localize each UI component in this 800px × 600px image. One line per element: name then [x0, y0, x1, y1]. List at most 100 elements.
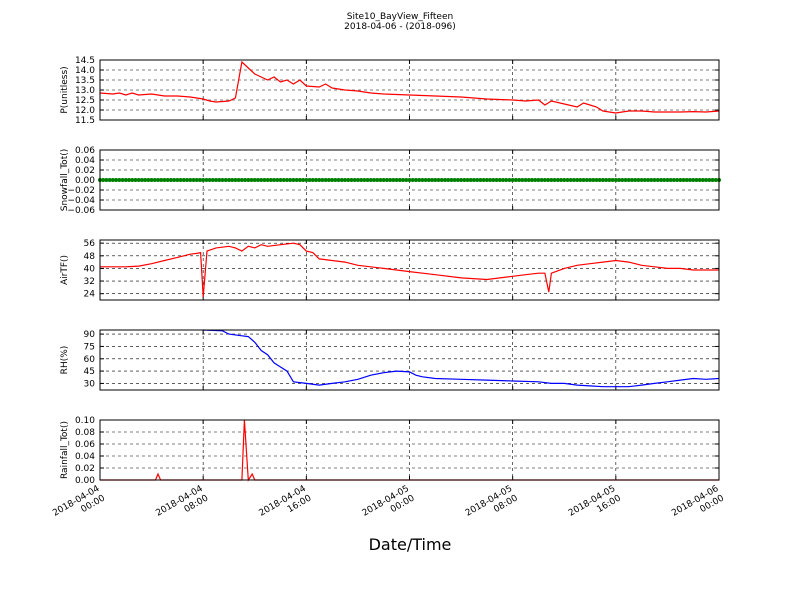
data-point	[704, 178, 709, 182]
series-line	[100, 242, 719, 297]
data-point	[452, 178, 457, 182]
data-point	[352, 178, 357, 182]
data-point	[671, 178, 676, 182]
plot-frame	[99, 419, 720, 481]
data-point	[607, 178, 612, 182]
data-point	[359, 178, 364, 182]
data-point	[655, 178, 660, 182]
data-point	[201, 178, 206, 182]
data-point	[314, 178, 319, 182]
data-point	[623, 178, 628, 182]
data-point	[397, 178, 402, 182]
data-point	[104, 178, 109, 182]
data-point	[549, 178, 554, 182]
data-point	[297, 178, 302, 182]
data-point	[555, 178, 560, 182]
data-point	[507, 178, 512, 182]
data-point	[665, 178, 670, 182]
data-point	[471, 178, 476, 182]
y-tick-label: 0.00	[75, 476, 95, 486]
data-point	[546, 178, 551, 182]
data-point	[365, 178, 370, 182]
x-tick-label: 2018-04-0508:00	[464, 484, 520, 528]
data-point	[259, 178, 264, 182]
panels: 14.514.013.513.012.512.011.5 P(unitless) 0…	[60, 56, 721, 486]
data-point	[478, 178, 483, 182]
data-point	[658, 178, 663, 182]
data-point	[110, 178, 115, 182]
y-tick-label: 11.5	[75, 116, 95, 126]
data-point	[533, 178, 538, 182]
y-tick-label: 0.06	[75, 440, 95, 450]
data-point	[565, 178, 570, 182]
data-point	[678, 178, 683, 182]
data-point	[117, 178, 122, 182]
data-point	[323, 178, 328, 182]
data-point	[504, 178, 509, 182]
y-tick-label: 90	[84, 330, 96, 340]
data-point	[439, 178, 444, 182]
data-point	[571, 178, 576, 182]
data-point	[233, 178, 238, 182]
data-point	[520, 178, 525, 182]
data-point	[165, 178, 170, 182]
data-point	[346, 178, 351, 182]
data-point	[307, 178, 312, 182]
y-tick-label: 24	[84, 290, 96, 300]
data-point	[197, 178, 202, 182]
data-point	[649, 178, 654, 182]
data-point	[136, 178, 141, 182]
data-point	[152, 178, 157, 182]
data-point	[317, 178, 322, 182]
y-tick-label: −0.04	[67, 196, 95, 206]
data-point	[391, 178, 396, 182]
data-point	[436, 178, 441, 182]
x-tick-label: 2018-04-0408:00	[154, 484, 210, 528]
data-point	[652, 178, 657, 182]
data-point	[336, 178, 341, 182]
data-point	[343, 178, 348, 182]
data-point	[139, 178, 144, 182]
data-point	[449, 178, 454, 182]
data-point	[268, 178, 273, 182]
data-point	[378, 178, 383, 182]
data-point	[133, 178, 138, 182]
y-tick-label: 0.06	[75, 146, 95, 156]
data-point	[410, 178, 415, 182]
data-point	[417, 178, 422, 182]
data-point	[523, 178, 528, 182]
plot-frame	[99, 239, 720, 301]
chart-subtitle: 2018-04-06 - (2018-096)	[344, 22, 456, 32]
data-point	[284, 178, 289, 182]
data-point	[526, 178, 531, 182]
data-point	[459, 178, 464, 182]
data-point	[620, 178, 625, 182]
data-point	[339, 178, 344, 182]
data-point	[123, 178, 128, 182]
data-point	[404, 178, 409, 182]
data-point	[372, 178, 377, 182]
data-point	[610, 178, 615, 182]
y-axis-label: Snowfall_Tot()	[60, 149, 70, 212]
data-point	[294, 178, 299, 182]
data-point	[310, 178, 315, 182]
plot-frame	[99, 149, 720, 211]
data-point	[433, 178, 438, 182]
data-point	[575, 178, 580, 182]
y-tick-label: 40	[84, 264, 96, 274]
data-point	[475, 178, 480, 182]
data-point	[204, 178, 209, 182]
data-point	[207, 178, 212, 182]
data-point	[214, 178, 219, 182]
data-point	[491, 178, 496, 182]
data-point	[304, 178, 309, 182]
data-point	[488, 178, 493, 182]
series-line	[99, 60, 720, 114]
data-point	[388, 178, 393, 182]
data-point	[255, 178, 260, 182]
data-point	[694, 178, 699, 182]
data-point	[230, 178, 235, 182]
data-point	[185, 178, 190, 182]
data-point	[401, 178, 406, 182]
